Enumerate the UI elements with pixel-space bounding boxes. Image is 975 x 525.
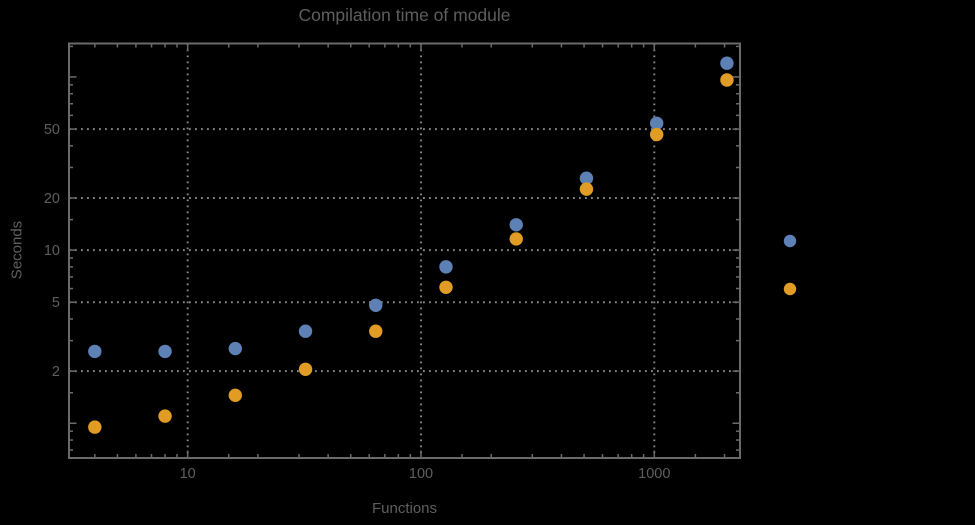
y-tick-label: 20	[44, 191, 60, 207]
data-point-blue	[579, 171, 594, 185]
y-tick-label: 2	[52, 364, 60, 380]
data-point-blue	[439, 260, 453, 274]
data-point-orange	[579, 182, 594, 196]
data-point-orange	[439, 280, 453, 294]
legend-marker-orange	[783, 282, 797, 296]
legend-marker-blue	[783, 234, 797, 248]
x-axis-label: Functions	[371, 500, 438, 517]
data-point-orange	[509, 232, 523, 246]
x-tick-label: 1000	[638, 466, 670, 482]
data-point-blue	[298, 324, 313, 338]
data-point-blue	[720, 56, 734, 70]
data-point-orange	[720, 73, 734, 87]
data-point-orange	[369, 324, 383, 338]
chart-title: Compilation time of module	[298, 5, 511, 25]
data-point-blue	[228, 341, 242, 356]
data-point-blue	[88, 344, 102, 359]
data-point-blue	[509, 218, 523, 232]
data-point-orange	[298, 362, 313, 376]
data-point-orange	[158, 409, 172, 423]
data-point-blue	[649, 116, 664, 130]
data-point-orange	[228, 388, 242, 403]
data-point-orange	[649, 127, 664, 142]
y-tick-label: 10	[44, 243, 60, 259]
y-tick-label: 5	[52, 295, 60, 311]
data-point-blue	[158, 344, 172, 359]
x-tick-label: 10	[180, 466, 196, 482]
data-point-orange	[88, 420, 102, 434]
data-point-blue	[369, 298, 383, 312]
y-tick-label: 50	[44, 122, 60, 138]
x-tick-label: 100	[409, 466, 433, 482]
